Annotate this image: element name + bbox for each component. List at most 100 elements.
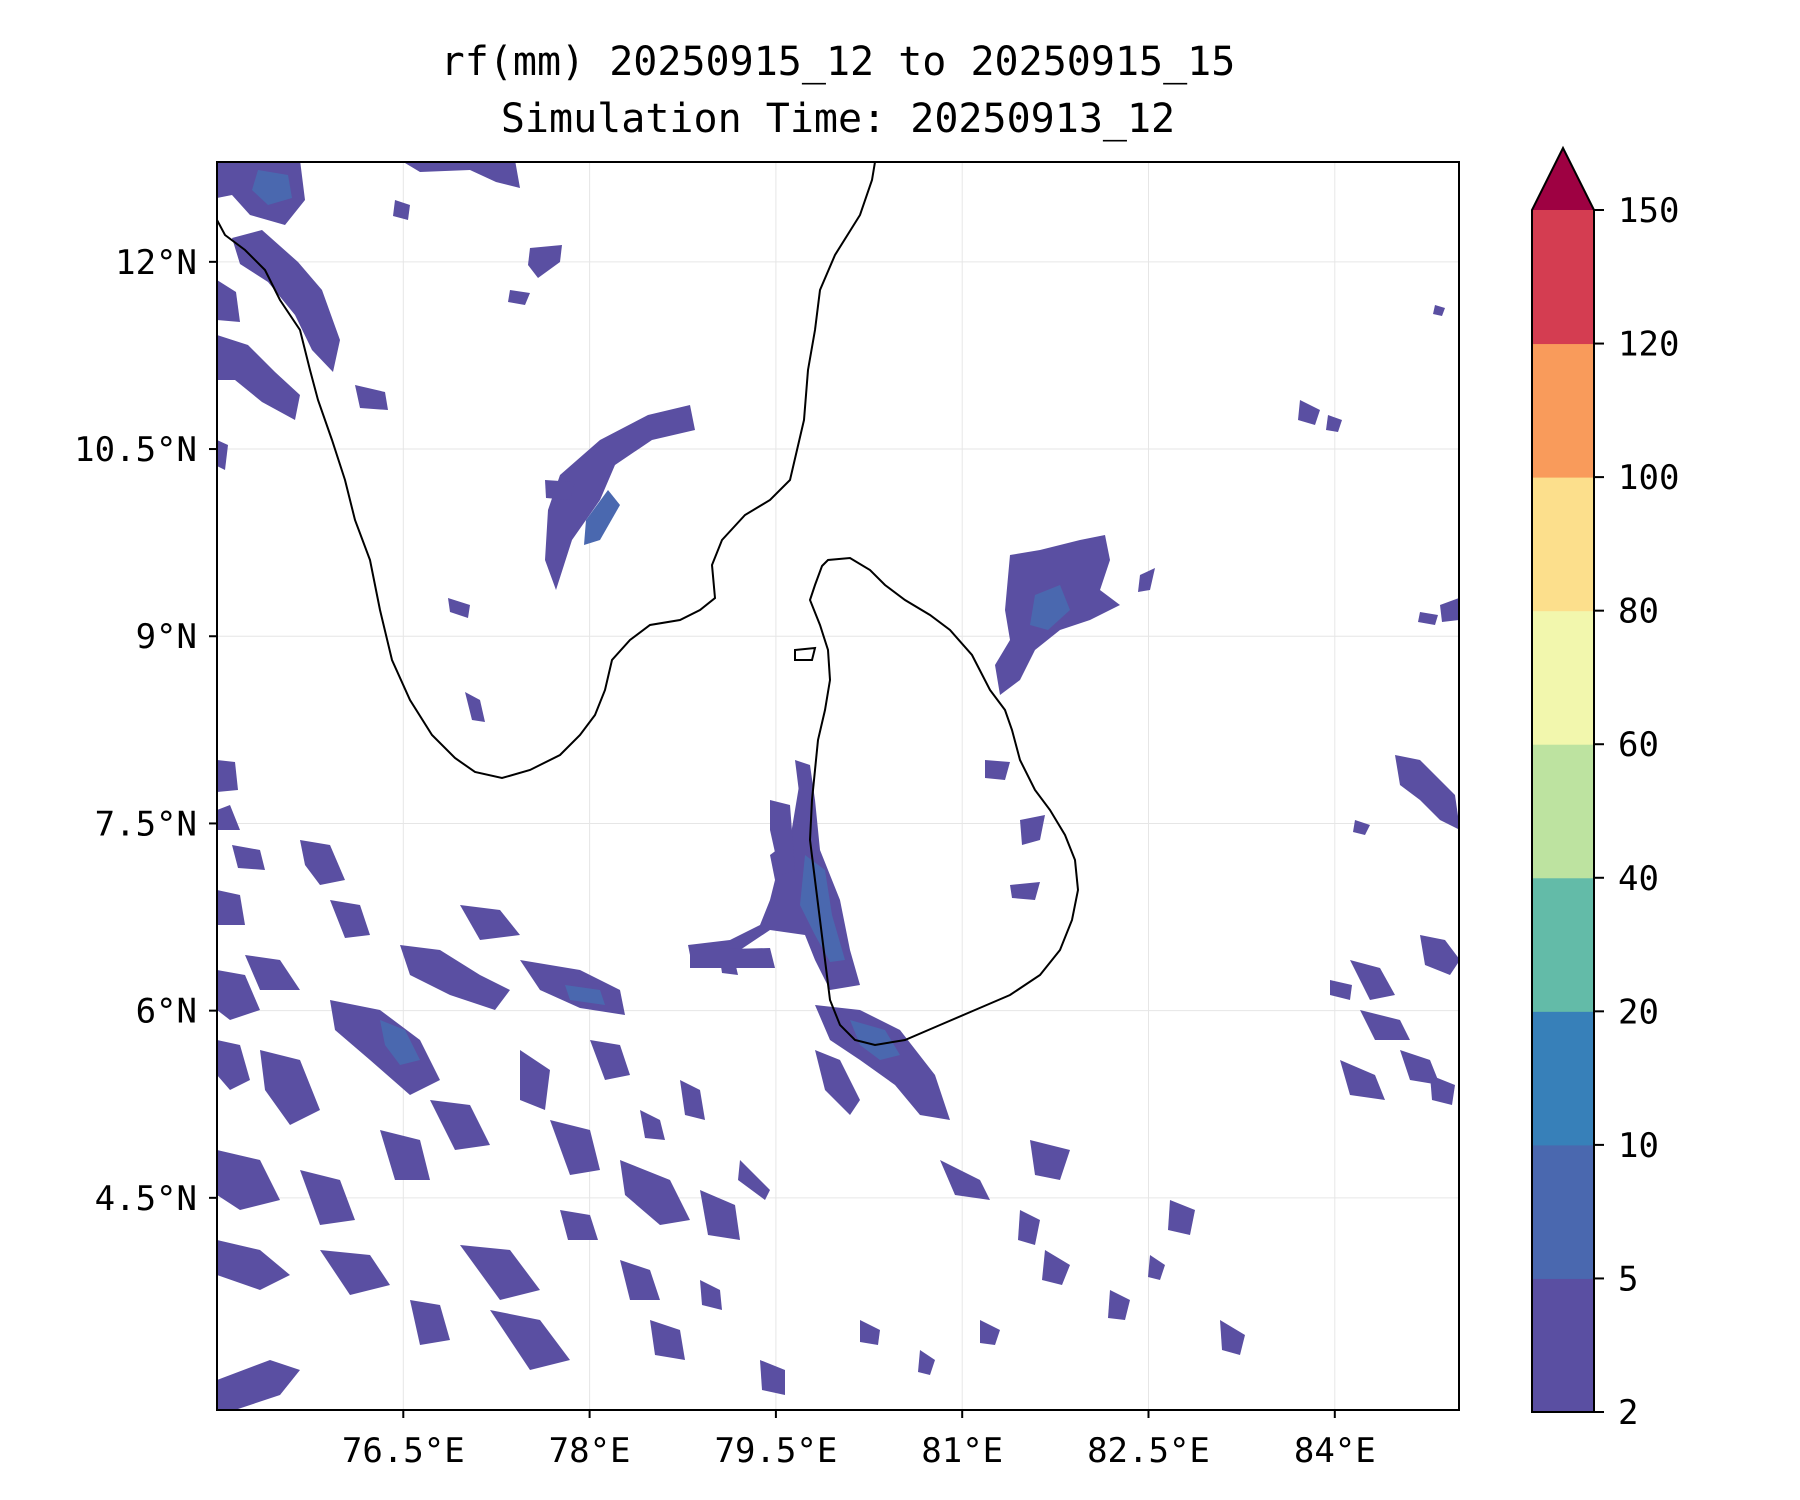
colorbar-segment [1532,1011,1594,1146]
y-tick-label: 9°N [136,617,197,657]
y-tick-label: 10.5°N [74,430,197,470]
rain-patch [815,1050,860,1115]
colorbar-tick-label: 120 [1618,325,1679,365]
colorbar-tick-label: 100 [1618,458,1679,498]
colorbar-tick-label: 10 [1618,1126,1659,1166]
colorbar-segment [1532,1144,1594,1279]
rain-patch [640,1110,665,1140]
plot-frame [216,161,1460,1411]
colorbar-tick-label: 60 [1618,725,1659,765]
rain-patch [217,890,245,925]
colorbar-segment [1532,877,1594,1012]
x-axis-ticks: 76.5°E 78°E 79.5°E 81°E 82.5°E 84°E [342,1410,1376,1471]
rain-patch [330,1000,440,1095]
rain-patch [650,1320,685,1360]
rain-patch [800,855,845,962]
rain-patch [430,1100,490,1150]
rain-patch [217,440,228,470]
rain-patch [260,1050,320,1125]
x-tick-label: 76.5°E [342,1431,465,1471]
colorbar-segment [1532,1278,1594,1413]
rain-patch [217,335,300,420]
colorbar-extend-arrow [1532,148,1594,210]
rain-patch [700,1280,722,1310]
rain-patch [560,1210,598,1240]
rain-patch [410,1300,450,1345]
rain-patch [217,970,260,1020]
colorbar-segment [1532,610,1594,745]
rain-patch [980,1320,1000,1345]
rain-patch [1430,1075,1455,1105]
coastline-sri-lanka [808,556,1080,1047]
rain-patch [545,405,695,590]
rain-patch [1433,305,1445,316]
y-axis-ticks: 12°N 10.5°N 9°N 7.5°N 6°N 4.5°N [74,243,217,1219]
rain-patch [232,230,340,372]
rain-patch [620,1160,690,1225]
rain-patch [252,170,292,205]
gridlines [217,162,1459,1410]
rain-patch [1418,612,1438,625]
coastline-india [217,162,876,780]
coastline-mannar-island [794,646,817,661]
rain-patch [1326,415,1342,432]
rain-patch [400,945,510,1010]
colorbar-tick-label: 20 [1618,992,1659,1032]
colorbar-segment [1532,210,1594,345]
x-tick-label: 79.5°E [714,1431,837,1471]
rain-patch [1010,882,1040,900]
rain-patch [1298,400,1320,425]
rain-patch [232,845,265,870]
rain-patch [1353,820,1370,835]
x-tick-label: 84°E [1294,1431,1376,1471]
rain-patch [860,1320,880,1345]
rain-patch [460,1245,540,1300]
x-tick-label: 81°E [921,1431,1003,1471]
rain-patch [545,480,575,500]
y-tick-label: 4.5°N [95,1179,197,1219]
rain-patch [565,985,605,1005]
rain-patch [508,290,530,305]
rain-patch [1030,1140,1070,1180]
rain-patch [217,1360,300,1410]
title-line-2: Simulation Time: 20250913_12 [501,96,1175,142]
y-tick-label: 12°N [115,243,197,283]
rain-patch [1108,1290,1130,1320]
rain-patch [1340,1060,1385,1100]
title-line-1: rf(mm) 20250915_12 to 20250915_15 [441,39,1236,85]
rain-patch [1220,1320,1245,1355]
rain-patch [1042,1250,1070,1285]
rain-patch [217,280,240,322]
colorbar-tick-label: 2 [1618,1393,1638,1433]
rain-patch [217,805,240,830]
rain-patch [918,1350,935,1375]
rain-patch [680,1080,705,1120]
rain-patch [795,760,815,800]
y-tick-label: 7.5°N [95,804,197,844]
rain-patch [760,1360,785,1395]
rain-patch [1148,1255,1165,1280]
rain-patch [217,1240,290,1290]
rain-patch [985,760,1010,780]
colorbar-segment [1532,744,1594,879]
rain-patch [217,760,238,792]
rain-patch [245,955,300,990]
colorbar-segment [1532,477,1594,612]
colorbar-tick-label: 80 [1618,592,1659,632]
rain-patch [380,1020,420,1065]
rain-patch [1020,815,1045,845]
rain-patch [490,1310,570,1370]
rain-patch [300,840,345,885]
rain-patch [465,692,485,722]
colorbar-segment [1532,343,1594,478]
rain-patch [590,1040,630,1080]
rain-patch [720,960,738,975]
colorbar-tick-label: 40 [1618,859,1659,899]
rain-patch [300,1170,355,1225]
rain-patch [1168,1200,1195,1235]
rain-patch [1420,935,1459,975]
rain-patch [330,900,370,938]
rain-patch [1440,598,1459,622]
rain-patch [850,1020,900,1060]
